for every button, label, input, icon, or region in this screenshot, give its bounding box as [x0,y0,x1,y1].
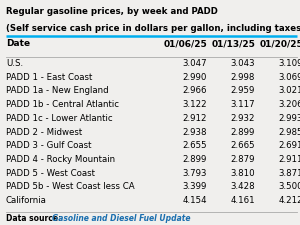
Text: 01/13/25: 01/13/25 [211,39,255,48]
Text: 2.912: 2.912 [182,114,207,123]
Text: 3.122: 3.122 [182,100,207,109]
Text: 3.399: 3.399 [183,182,207,191]
Text: 3.117: 3.117 [230,100,255,109]
Text: 3.428: 3.428 [230,182,255,191]
Text: Regular gasoline prices, by week and PADD: Regular gasoline prices, by week and PAD… [6,7,218,16]
Text: PADD 5 - West Coast: PADD 5 - West Coast [6,169,95,178]
Text: 3.206: 3.206 [278,100,300,109]
Text: 2.959: 2.959 [231,86,255,95]
Text: 3.047: 3.047 [182,59,207,68]
Text: 3.021: 3.021 [278,86,300,95]
Text: 3.871: 3.871 [278,169,300,178]
Text: 3.109: 3.109 [278,59,300,68]
Text: U.S.: U.S. [6,59,23,68]
Text: 3.043: 3.043 [230,59,255,68]
Text: PADD 1a - New England: PADD 1a - New England [6,86,109,95]
Text: 2.911: 2.911 [278,155,300,164]
Text: 3.500: 3.500 [278,182,300,191]
Text: PADD 1c - Lower Atlantic: PADD 1c - Lower Atlantic [6,114,112,123]
Text: (Self service cash price in dollars per gallon, including taxes): (Self service cash price in dollars per … [6,24,300,33]
Text: 3.793: 3.793 [182,169,207,178]
Text: 2.879: 2.879 [230,155,255,164]
Text: 2.938: 2.938 [182,128,207,137]
Text: 2.899: 2.899 [231,128,255,137]
Text: 2.990: 2.990 [183,73,207,82]
Text: 01/20/25: 01/20/25 [259,39,300,48]
Text: 2.998: 2.998 [231,73,255,82]
Text: 2.665: 2.665 [230,141,255,150]
Text: PADD 1b - Central Atlantic: PADD 1b - Central Atlantic [6,100,119,109]
Text: 2.655: 2.655 [182,141,207,150]
Text: Gasoline and Diesel Fuel Update: Gasoline and Diesel Fuel Update [52,214,191,223]
Text: 2.993: 2.993 [279,114,300,123]
Text: PADD 1 - East Coast: PADD 1 - East Coast [6,73,92,82]
Text: 4.212: 4.212 [278,196,300,205]
Text: Date: Date [6,39,30,48]
Text: 2.966: 2.966 [182,86,207,95]
Text: 2.691: 2.691 [278,141,300,150]
Text: 4.161: 4.161 [230,196,255,205]
Text: 2.899: 2.899 [183,155,207,164]
Text: 3.810: 3.810 [230,169,255,178]
Text: 2.932: 2.932 [230,114,255,123]
Text: PADD 4 - Rocky Mountain: PADD 4 - Rocky Mountain [6,155,115,164]
Text: 4.154: 4.154 [182,196,207,205]
Text: Data source:: Data source: [6,214,64,223]
Text: 01/06/25: 01/06/25 [163,39,207,48]
Text: California: California [6,196,47,205]
Text: PADD 2 - Midwest: PADD 2 - Midwest [6,128,82,137]
Text: PADD 3 - Gulf Coast: PADD 3 - Gulf Coast [6,141,91,150]
Text: 2.985: 2.985 [278,128,300,137]
Text: 3.069: 3.069 [278,73,300,82]
Text: PADD 5b - West Coast less CA: PADD 5b - West Coast less CA [6,182,135,191]
